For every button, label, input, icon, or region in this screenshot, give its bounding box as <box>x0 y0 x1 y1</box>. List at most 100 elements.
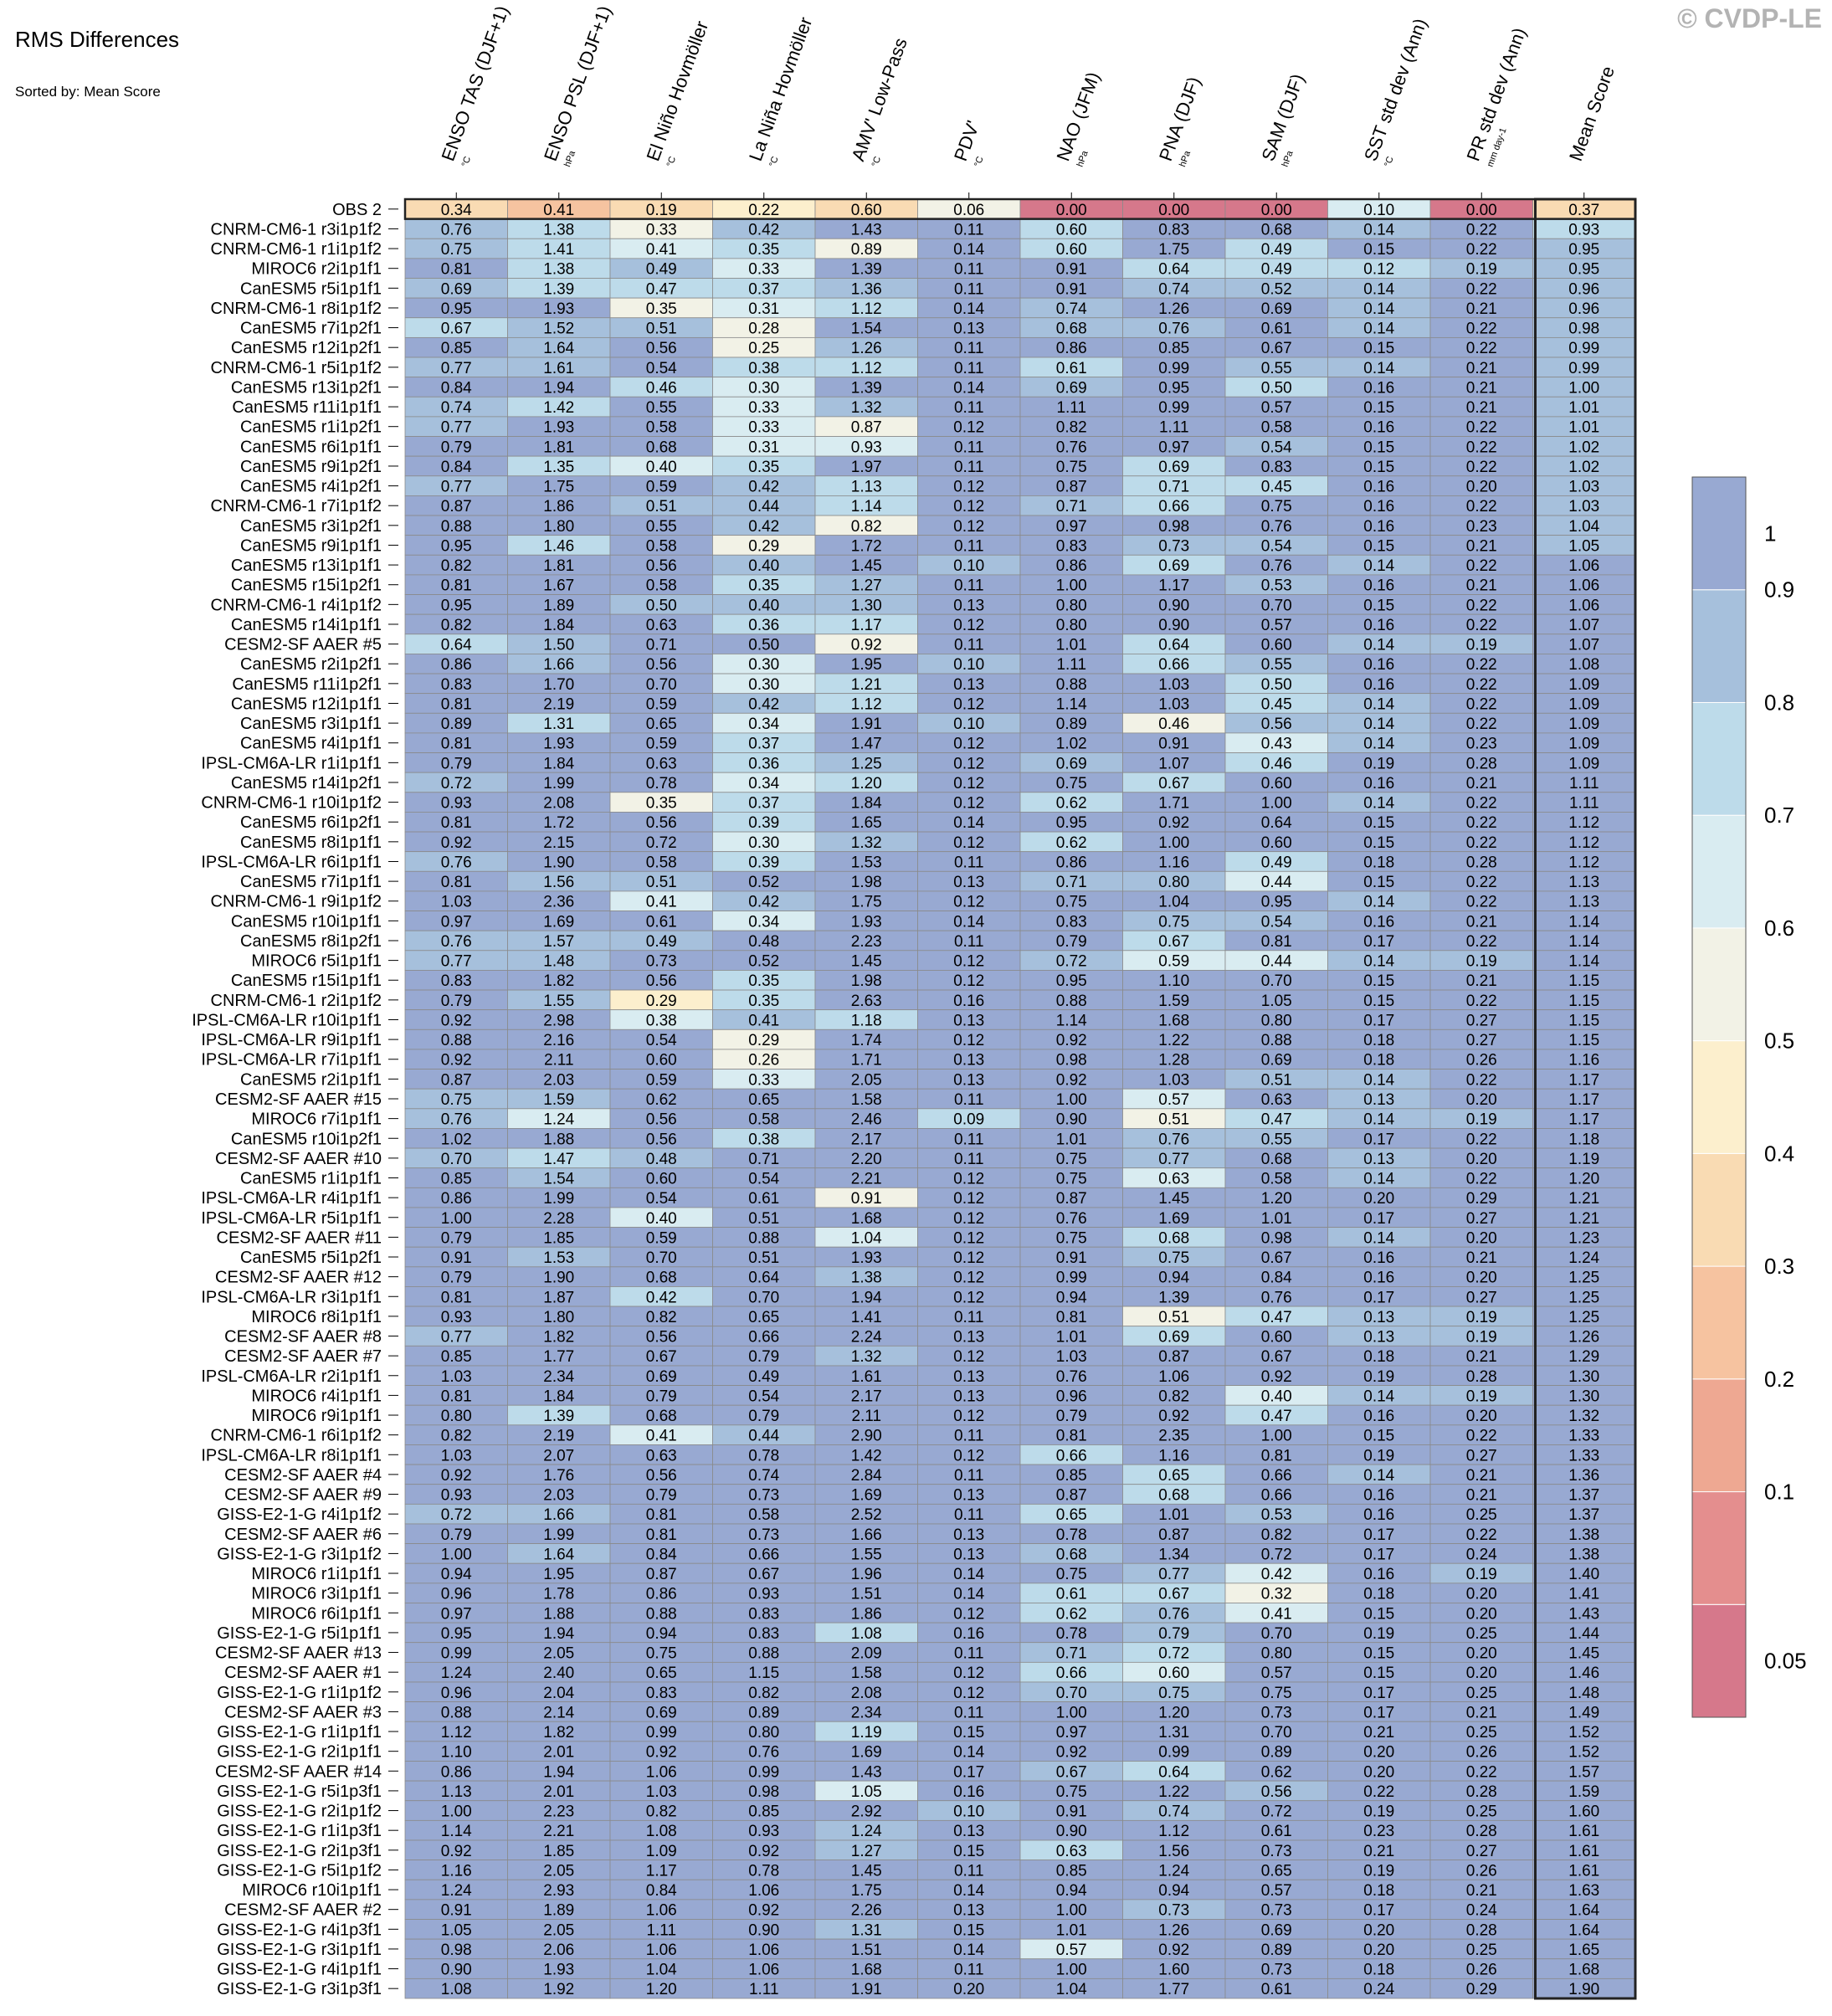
cell-value: 0.87 <box>441 1071 472 1089</box>
row-label: CanESM5 r13i1p2f1 <box>231 378 382 397</box>
cell-value: 0.58 <box>646 854 677 871</box>
cell-value: 0.70 <box>646 1249 677 1267</box>
cell-value: 0.51 <box>646 498 677 516</box>
cell-value: 0.75 <box>646 1645 677 1663</box>
cell-value: 0.94 <box>1056 1289 1087 1306</box>
cell-value: 1.11 <box>1159 419 1189 437</box>
cell-value: 0.20 <box>953 1981 984 1998</box>
cell-value: 0.22 <box>1466 894 1497 911</box>
cell-value: 1.04 <box>1158 894 1189 911</box>
cell-value: 0.48 <box>646 1151 677 1168</box>
cell-value: 0.71 <box>748 1151 779 1168</box>
cell-value: 0.76 <box>441 221 472 239</box>
cell-value: 0.46 <box>1158 716 1189 733</box>
cell-value: 0.12 <box>953 775 984 793</box>
cell-value: 1.31 <box>543 716 574 733</box>
row-label: CanESM5 r9i1p2f1 <box>240 458 382 476</box>
cell-value: 0.11 <box>954 280 984 298</box>
cell-value: 0.12 <box>953 795 984 813</box>
cell-value: 0.16 <box>1363 617 1394 634</box>
cell-value: 1.03 <box>1568 498 1599 516</box>
cell-value: 0.11 <box>954 221 984 239</box>
cell-value: 1.14 <box>1056 695 1087 713</box>
cell-value: 0.63 <box>1158 1171 1189 1188</box>
cell-value: 0.59 <box>646 1071 677 1089</box>
cell-value: 1.93 <box>851 1249 882 1267</box>
cell-value: 0.14 <box>1363 1388 1394 1405</box>
cell-value: 2.09 <box>851 1645 882 1663</box>
cell-value: 0.79 <box>1056 1408 1087 1425</box>
cell-value: 0.41 <box>646 894 677 911</box>
cell-value: 1.12 <box>441 1724 472 1742</box>
cell-value: 0.12 <box>953 695 984 713</box>
cell-value: 0.77 <box>1158 1151 1189 1168</box>
cell-value: 0.85 <box>441 1348 472 1366</box>
cell-value: 0.20 <box>1363 1942 1394 1959</box>
cell-value: 0.91 <box>1056 280 1087 298</box>
cell-value: 0.58 <box>748 1506 779 1524</box>
column-header: ENSO PSL (DJF+1)hPa <box>540 3 615 169</box>
cell-value: 0.64 <box>1158 1763 1189 1781</box>
cell-value: 0.37 <box>1568 202 1599 219</box>
cell-value: 0.60 <box>646 1052 677 1070</box>
cell-value: 0.56 <box>646 656 677 674</box>
cell-value: 0.14 <box>1363 1111 1394 1129</box>
cell-value: 0.15 <box>1363 1428 1394 1445</box>
cell-value: 0.12 <box>953 953 984 971</box>
cell-value: 1.81 <box>543 439 574 456</box>
cell-value: 0.98 <box>748 1783 779 1801</box>
cell-value: 1.24 <box>851 1823 882 1840</box>
row-label: CanESM5 r6i1p2f1 <box>240 813 382 832</box>
cell-value: 0.82 <box>1261 1526 1292 1544</box>
row-label: MIROC6 r1i1p1f1 <box>251 1565 382 1583</box>
cell-value: 0.79 <box>748 1348 779 1366</box>
cell-value: 1.60 <box>1158 1962 1189 1979</box>
cell-value: 0.67 <box>1056 1763 1087 1781</box>
cell-value: 1.55 <box>543 993 574 1010</box>
cell-value: 1.27 <box>851 1843 882 1860</box>
cell-value: 0.79 <box>441 993 472 1010</box>
cell-value: 0.65 <box>748 1091 779 1109</box>
cell-value: 0.92 <box>441 834 472 852</box>
cell-value: 2.98 <box>543 1012 574 1029</box>
column-header: SST std dev (Ann)°C <box>1360 16 1431 169</box>
cell-value: 1.03 <box>1158 1071 1189 1089</box>
colorbar-segment <box>1691 1040 1747 1154</box>
cell-value: 0.42 <box>748 221 779 239</box>
cell-value: 0.13 <box>953 1546 984 1563</box>
cell-value: 1.39 <box>851 261 882 279</box>
cell-value: 0.75 <box>1158 1249 1189 1267</box>
cell-value: 0.13 <box>953 874 984 891</box>
cell-value: 0.14 <box>1363 1171 1394 1188</box>
cell-value: 0.26 <box>748 1052 779 1070</box>
cell-value: 1.68 <box>1158 1012 1189 1029</box>
cell-value: 0.73 <box>1261 1962 1292 1979</box>
cell-value: 0.15 <box>1363 537 1394 555</box>
cell-value: 1.39 <box>543 1408 574 1425</box>
cell-value: 0.11 <box>954 1428 984 1445</box>
cell-value: 0.72 <box>1261 1546 1292 1563</box>
cell-value: 0.15 <box>1363 340 1394 357</box>
cell-value: 0.19 <box>1363 1625 1394 1643</box>
cell-value: 0.14 <box>1363 1071 1394 1089</box>
cell-value: 0.14 <box>1363 280 1394 298</box>
cell-value: 1.02 <box>1568 459 1599 476</box>
cell-value: 0.11 <box>954 399 984 417</box>
cell-value: 2.21 <box>543 1823 574 1840</box>
cell-value: 1.61 <box>1568 1823 1599 1840</box>
cell-value: 0.20 <box>1466 1229 1497 1247</box>
cell-value: 0.15 <box>1363 241 1394 259</box>
cell-value: 0.12 <box>953 1229 984 1247</box>
cell-value: 0.81 <box>441 1388 472 1405</box>
cell-value: 0.21 <box>1466 360 1497 377</box>
cell-value: 1.12 <box>1158 1823 1189 1840</box>
cell-value: 0.13 <box>1363 1151 1394 1168</box>
cell-value: 1.09 <box>1568 755 1599 772</box>
cell-value: 0.15 <box>1363 874 1394 891</box>
cell-value: 0.47 <box>1261 1111 1292 1129</box>
cell-value: 0.68 <box>1261 1151 1292 1168</box>
row-label: MIROC6 r9i1p1f1 <box>251 1407 382 1425</box>
cell-value: 0.94 <box>441 1566 472 1583</box>
cell-value: 0.21 <box>1466 1882 1497 1900</box>
cell-value: 0.71 <box>646 637 677 654</box>
